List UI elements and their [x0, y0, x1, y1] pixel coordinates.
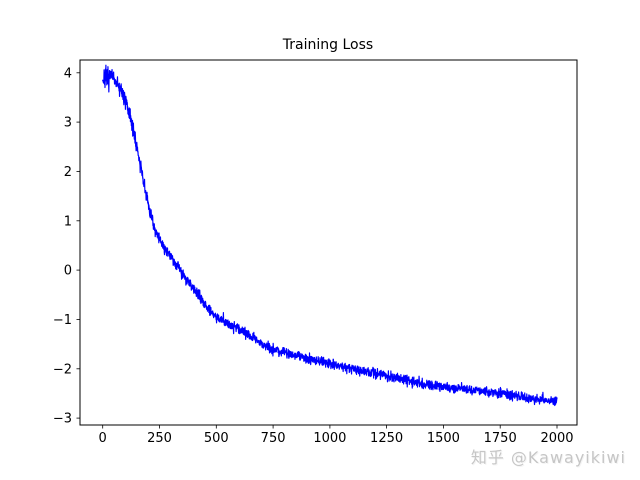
- y-tick-label: 2: [64, 165, 72, 180]
- x-tick-label: 250: [147, 431, 172, 446]
- y-tick-label: −1: [53, 313, 72, 328]
- x-tick-label: 500: [204, 431, 229, 446]
- y-tick-label: −2: [53, 362, 72, 377]
- chart-title: Training Loss: [282, 37, 373, 53]
- x-tick-label: 750: [261, 431, 286, 446]
- x-axis-ticks: 0 250 500 750 1000 1250 1500 1750 2000: [99, 425, 574, 446]
- loss-curve: [102, 64, 558, 407]
- x-tick-label: 1750: [484, 431, 517, 446]
- y-tick-label: 1: [64, 214, 72, 229]
- x-tick-label: 1000: [313, 431, 346, 446]
- x-tick-label: 0: [99, 431, 107, 446]
- y-tick-label: 4: [64, 66, 72, 81]
- y-axis-ticks: −3 −2 −1 0 1 2 3 4: [53, 66, 80, 427]
- x-tick-label: 1500: [427, 431, 460, 446]
- x-tick-label: 2000: [540, 431, 573, 446]
- y-tick-label: 3: [64, 116, 72, 131]
- plot-frame: [79, 59, 578, 426]
- y-tick-label: −3: [53, 412, 72, 427]
- watermark: 知乎 @Kawayikiwi: [470, 448, 626, 467]
- y-tick-label: 0: [64, 264, 72, 279]
- x-tick-label: 1250: [370, 431, 403, 446]
